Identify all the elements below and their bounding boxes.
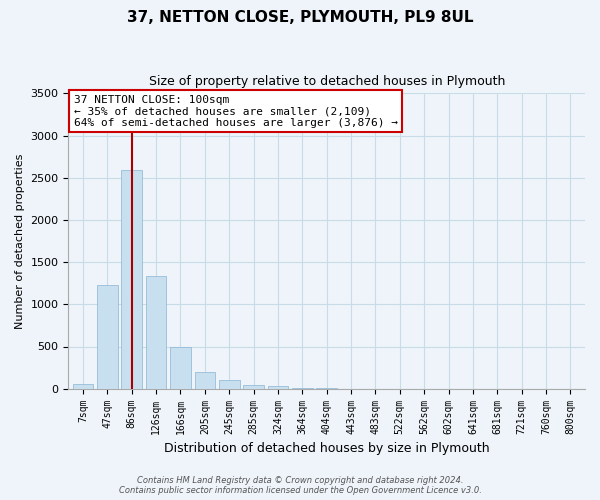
Y-axis label: Number of detached properties: Number of detached properties bbox=[15, 154, 25, 328]
Bar bbox=[73, 384, 94, 388]
X-axis label: Distribution of detached houses by size in Plymouth: Distribution of detached houses by size … bbox=[164, 442, 490, 455]
Text: 37, NETTON CLOSE, PLYMOUTH, PL9 8UL: 37, NETTON CLOSE, PLYMOUTH, PL9 8UL bbox=[127, 10, 473, 25]
Bar bbox=[219, 380, 239, 388]
Bar bbox=[170, 346, 191, 389]
Text: Contains HM Land Registry data © Crown copyright and database right 2024.
Contai: Contains HM Land Registry data © Crown c… bbox=[119, 476, 481, 495]
Bar bbox=[146, 276, 166, 388]
Bar bbox=[97, 285, 118, 389]
Bar bbox=[268, 386, 289, 388]
Text: 37 NETTON CLOSE: 100sqm
← 35% of detached houses are smaller (2,109)
64% of semi: 37 NETTON CLOSE: 100sqm ← 35% of detache… bbox=[74, 95, 398, 128]
Bar bbox=[243, 385, 264, 388]
Title: Size of property relative to detached houses in Plymouth: Size of property relative to detached ho… bbox=[149, 75, 505, 88]
Bar bbox=[194, 372, 215, 388]
Bar bbox=[121, 170, 142, 388]
